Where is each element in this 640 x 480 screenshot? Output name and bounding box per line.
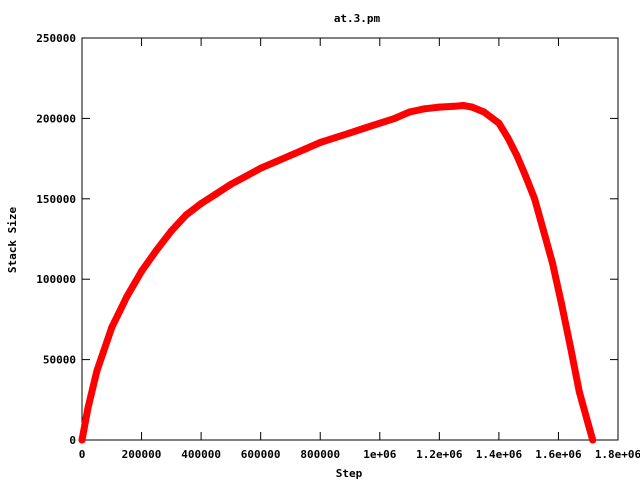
plot-border — [81, 37, 619, 441]
y-tick-label: 250000 — [36, 32, 76, 45]
data-point — [557, 299, 565, 307]
data-point — [589, 436, 597, 444]
chart-title: at.3.pm — [334, 12, 381, 25]
y-tick-label: 50000 — [43, 354, 76, 367]
series-layer — [78, 102, 597, 444]
x-axis-ticks: 0 200000 400000 600000 800000 1e+06 1.2e+06 1.4… — [79, 38, 640, 461]
data-point — [182, 211, 190, 219]
x-tick-label: 1e+06 — [363, 448, 396, 461]
x-tick-label: 600000 — [241, 448, 281, 461]
y-tick-label: 150000 — [36, 193, 76, 206]
data-point — [123, 293, 131, 301]
x-tick-label: 800000 — [300, 448, 340, 461]
data-point — [566, 343, 574, 351]
data-point — [495, 119, 503, 127]
data-point — [391, 114, 399, 122]
y-tick-label: 100000 — [36, 273, 76, 286]
data-point — [212, 190, 220, 198]
data-point — [549, 259, 556, 267]
data-point — [361, 124, 369, 132]
data-point — [227, 180, 235, 188]
data-point — [420, 105, 428, 113]
data-point — [406, 108, 414, 116]
data-point — [257, 164, 265, 172]
data-point — [242, 172, 250, 180]
data-point — [78, 436, 86, 444]
data-point — [468, 103, 476, 111]
x-tick-label: 1.6e+06 — [535, 448, 582, 461]
y-axis-ticks: 0 50000 100000 150000 200000 250000 — [36, 32, 618, 447]
data-point — [540, 227, 548, 235]
data-point — [584, 420, 592, 428]
data-point — [450, 102, 458, 110]
plot-frame — [81, 37, 619, 441]
data-point — [138, 267, 146, 275]
x-axis-label: Step — [336, 467, 363, 480]
data-point — [376, 119, 384, 127]
y-tick-label: 200000 — [36, 112, 76, 125]
data-point — [522, 172, 530, 180]
data-point — [331, 134, 339, 142]
data-point — [167, 227, 175, 235]
data-point — [575, 388, 583, 396]
data-point — [152, 246, 160, 254]
data-point — [531, 195, 539, 203]
x-tick-label: 0 — [79, 448, 86, 461]
data-point — [93, 367, 101, 375]
data-point — [108, 323, 116, 331]
data-point — [272, 158, 280, 166]
x-tick-label: 1.8e+06 — [595, 448, 640, 461]
data-point — [346, 129, 354, 137]
data-point — [316, 139, 324, 146]
data-point — [286, 151, 294, 159]
y-axis-label: Stack Size — [6, 207, 19, 274]
data-point — [84, 404, 92, 412]
data-point — [301, 145, 309, 153]
x-tick-label: 400000 — [181, 448, 221, 461]
data-point — [459, 102, 467, 109]
x-tick-label: 1.4e+06 — [476, 448, 523, 461]
data-point — [435, 103, 443, 111]
data-point — [197, 200, 205, 208]
data-point — [504, 134, 512, 142]
data-point — [480, 108, 488, 116]
series-line — [78, 102, 597, 444]
x-tick-label: 1.2e+06 — [416, 448, 463, 461]
y-tick-label: 0 — [69, 434, 76, 447]
x-tick-label: 200000 — [122, 448, 162, 461]
data-point — [513, 151, 521, 159]
